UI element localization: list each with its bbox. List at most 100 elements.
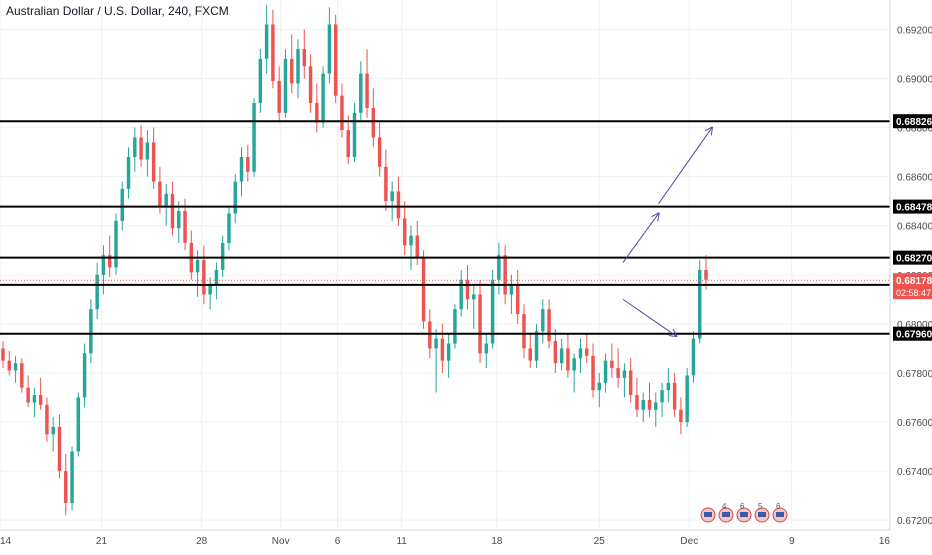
candle-body [95,274,99,310]
time-tick-label: 18 [491,536,503,547]
time-tick-label: 11 [396,536,407,547]
trend-arrows[interactable] [622,128,712,337]
candle-body [528,348,532,361]
candle [271,9,275,89]
candle-body [622,370,627,378]
price-tick-label: 0.67400 [897,467,932,478]
candle-body [515,284,520,315]
candle-body [51,426,55,435]
candle [691,331,696,383]
flag-icon[interactable] [700,507,716,523]
candle [666,368,671,403]
candle-body [685,375,689,423]
candle-body [89,309,93,354]
candle-body [641,399,645,410]
candle [7,350,12,376]
candle-body [352,112,357,158]
candle [107,235,112,278]
candle-body [666,382,671,391]
candle-body [38,395,43,405]
level-price-label-bg [893,250,932,265]
economic-event-flags[interactable]: 4 6 5 6 [700,502,788,523]
candle-body [465,279,470,300]
candle [252,98,256,177]
candle [704,255,708,290]
candle [459,269,463,317]
event-count-label: 5 [758,502,763,511]
flag-stripe [776,512,784,517]
candle [654,392,658,427]
candle [208,277,212,310]
candle [572,353,576,393]
candle [597,372,602,408]
candle [465,265,470,310]
candle-body [277,80,281,113]
candle-body [126,157,131,189]
candle [76,392,81,457]
candle [434,328,438,393]
candle [402,201,407,256]
candle-body [264,24,269,59]
event-count-label: 6 [776,502,781,511]
candle [64,453,68,516]
candle-body [654,402,658,410]
candle [421,250,426,329]
candle [177,201,181,243]
candle-body [472,294,476,300]
candle-body [296,49,300,84]
candle [547,299,551,349]
candle-body [697,269,702,339]
horizontal-levels[interactable] [0,120,890,335]
candle [290,34,294,94]
candle-body [484,343,489,354]
candle [283,49,288,118]
candle [126,147,131,199]
flag-icon[interactable] [736,507,752,523]
candle [220,235,225,278]
candle-body [239,157,244,182]
candle [26,375,30,408]
candle [277,66,281,123]
candle [13,355,18,383]
candle [101,245,106,295]
candle-body [133,137,137,158]
candle-body [628,370,633,396]
candle-body [409,235,413,246]
candle-body [578,348,583,359]
candle-body [660,390,664,403]
flag-icon[interactable] [718,507,734,523]
trend-arrow[interactable] [622,213,659,263]
candle-body [114,220,118,268]
candle [95,262,99,319]
trend-arrow[interactable] [658,128,712,204]
flag-stripe [722,512,730,517]
candle [635,377,639,418]
candle-body [302,49,307,67]
level-price-label: 0.68478 [896,203,932,214]
candle-body [522,314,526,349]
current-price-bg [893,273,932,300]
time-tick-label: 25 [594,536,606,547]
candle [610,343,614,378]
candle [522,304,526,359]
candle [327,7,332,84]
candle-body [572,358,576,371]
candle-body [603,360,608,383]
time-axis[interactable]: 14 21 28 Nov 6 11 18 25 Dec 9 16 [0,536,890,547]
candle [57,414,62,479]
candle [396,176,401,226]
trend-arrow[interactable] [622,298,676,336]
chart-title: Australian Dollar / U.S. Dollar, 240, FX… [6,4,229,18]
price-tick-label: 0.68800 [897,124,932,135]
candle-body [597,382,602,391]
candle-body [177,211,181,229]
flag-icon[interactable] [754,507,770,523]
candle-body [107,255,112,268]
candle [239,147,244,197]
candle-body [453,309,457,344]
flag-icon[interactable] [772,507,788,523]
level-price-label-bg [893,326,932,341]
price-tick-label: 0.67600 [897,418,932,429]
